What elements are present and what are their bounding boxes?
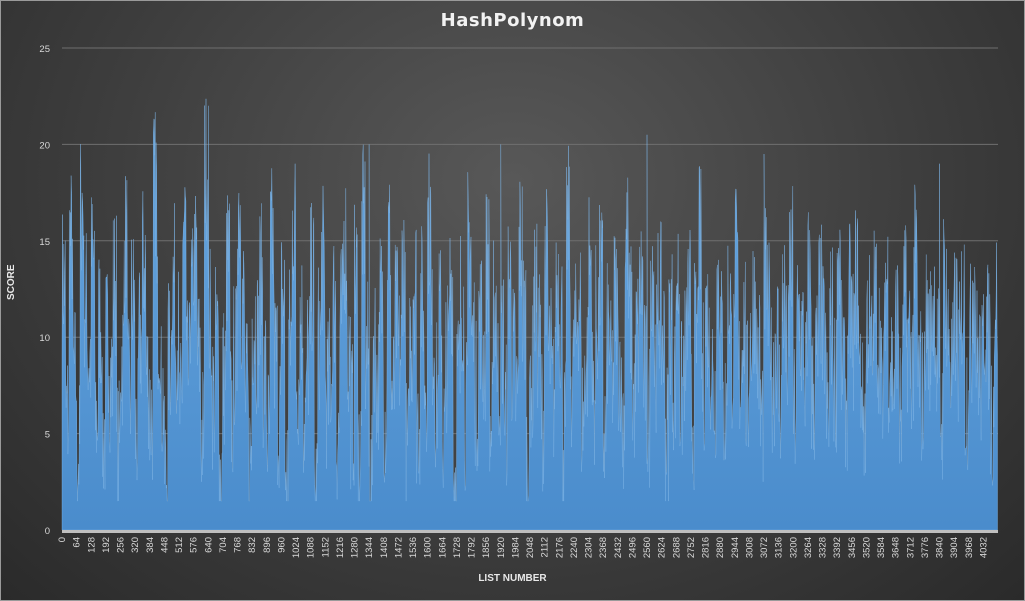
x-tick-label-6: 384 bbox=[145, 537, 156, 553]
y-tick-label-3: 15 bbox=[39, 237, 50, 248]
x-tick-label-53: 3392 bbox=[832, 537, 843, 558]
x-tick-label-2: 128 bbox=[86, 537, 97, 553]
area-layer bbox=[61, 98, 998, 531]
x-tick-label-21: 1344 bbox=[364, 537, 375, 558]
x-tick-label-58: 3712 bbox=[905, 537, 916, 558]
x-tick-label-48: 3072 bbox=[759, 537, 770, 558]
x-tick-label-41: 2624 bbox=[657, 537, 668, 558]
x-tick-label-51: 3264 bbox=[803, 537, 814, 558]
x-tick-label-36: 2304 bbox=[584, 537, 595, 558]
x-tick-label-62: 3968 bbox=[964, 537, 975, 558]
x-tick-label-3: 192 bbox=[101, 537, 112, 553]
x-tick-label-16: 1024 bbox=[291, 537, 302, 558]
x-tick-label-59: 3776 bbox=[920, 537, 931, 558]
x-tick-label-56: 3584 bbox=[876, 537, 887, 558]
x-tick-label-9: 576 bbox=[189, 537, 200, 553]
x-tick-label-34: 2176 bbox=[554, 537, 565, 558]
x-axis-label: LIST NUMBER bbox=[478, 573, 547, 584]
x-tick-label-54: 3456 bbox=[847, 537, 858, 558]
x-tick-label-17: 1088 bbox=[306, 537, 317, 558]
x-tick-label-25: 1600 bbox=[423, 537, 434, 558]
x-tick-label-32: 2048 bbox=[525, 537, 536, 558]
x-tick-label-29: 1856 bbox=[481, 537, 492, 558]
x-tick-label-37: 2368 bbox=[598, 537, 609, 558]
x-tick-label-1: 64 bbox=[72, 537, 83, 548]
x-tick-label-35: 2240 bbox=[569, 537, 580, 558]
x-tick-label-57: 3648 bbox=[891, 537, 902, 558]
x-tick-label-50: 3200 bbox=[788, 537, 799, 558]
x-tick-label-46: 2944 bbox=[730, 537, 741, 558]
x-tick-label-8: 512 bbox=[174, 537, 185, 553]
x-tick-label-0: 0 bbox=[57, 537, 68, 542]
x-tick-label-20: 1280 bbox=[350, 537, 361, 558]
x-tick-label-19: 1216 bbox=[335, 537, 346, 558]
x-tick-label-10: 640 bbox=[203, 537, 214, 553]
x-tick-label-49: 3136 bbox=[774, 537, 785, 558]
x-tick-label-4: 256 bbox=[116, 537, 127, 553]
x-tick-label-7: 448 bbox=[159, 537, 170, 553]
x-tick-label-44: 2816 bbox=[701, 537, 712, 558]
y-tick-label-2: 10 bbox=[39, 333, 50, 344]
x-tick-label-5: 320 bbox=[130, 537, 141, 553]
x-tick-label-28: 1792 bbox=[467, 537, 478, 558]
x-tick-label-11: 704 bbox=[218, 537, 229, 553]
x-tick-label-31: 1984 bbox=[510, 537, 521, 558]
x-tick-label-24: 1536 bbox=[408, 537, 419, 558]
x-tick-label-63: 4032 bbox=[978, 537, 989, 558]
x-axis-line bbox=[62, 530, 998, 533]
x-tick-label-12: 768 bbox=[233, 537, 244, 553]
axis-layer bbox=[62, 530, 998, 533]
x-tick-labels: 0 64 128 192 256 320 384 448 512 576 640 704 768 832 8… bbox=[57, 537, 989, 558]
x-tick-label-22: 1408 bbox=[379, 537, 390, 558]
y-tick-label-5: 25 bbox=[39, 44, 50, 55]
x-tick-label-26: 1664 bbox=[437, 537, 448, 558]
x-tick-label-23: 1472 bbox=[393, 537, 404, 558]
y-tick-labels: 0 5 10 15 20 25 bbox=[39, 44, 50, 537]
x-tick-label-13: 832 bbox=[247, 537, 258, 553]
x-tick-label-60: 3840 bbox=[935, 537, 946, 558]
x-tick-label-45: 2880 bbox=[715, 537, 726, 558]
x-tick-label-42: 2688 bbox=[671, 537, 682, 558]
y-tick-label-0: 0 bbox=[45, 526, 50, 537]
x-tick-label-43: 2752 bbox=[686, 537, 697, 558]
x-tick-label-15: 960 bbox=[276, 537, 287, 553]
x-tick-label-47: 3008 bbox=[744, 537, 755, 558]
x-tick-label-55: 3520 bbox=[861, 537, 872, 558]
y-tick-label-1: 5 bbox=[45, 430, 50, 441]
x-tick-label-33: 2112 bbox=[540, 537, 551, 557]
y-tick-label-4: 20 bbox=[39, 140, 50, 151]
x-tick-label-27: 1728 bbox=[452, 537, 463, 558]
series-area bbox=[61, 98, 998, 531]
x-tick-label-61: 3904 bbox=[949, 537, 960, 558]
x-tick-label-38: 2432 bbox=[613, 537, 624, 558]
x-tick-label-52: 3328 bbox=[818, 537, 829, 558]
x-tick-label-30: 1920 bbox=[496, 537, 507, 558]
x-tick-label-18: 1152 bbox=[320, 537, 331, 557]
x-tick-label-14: 896 bbox=[262, 537, 273, 553]
x-tick-label-39: 2496 bbox=[627, 537, 638, 558]
x-tick-label-40: 2560 bbox=[642, 537, 653, 558]
chart-title: HashPolynom bbox=[440, 10, 585, 31]
